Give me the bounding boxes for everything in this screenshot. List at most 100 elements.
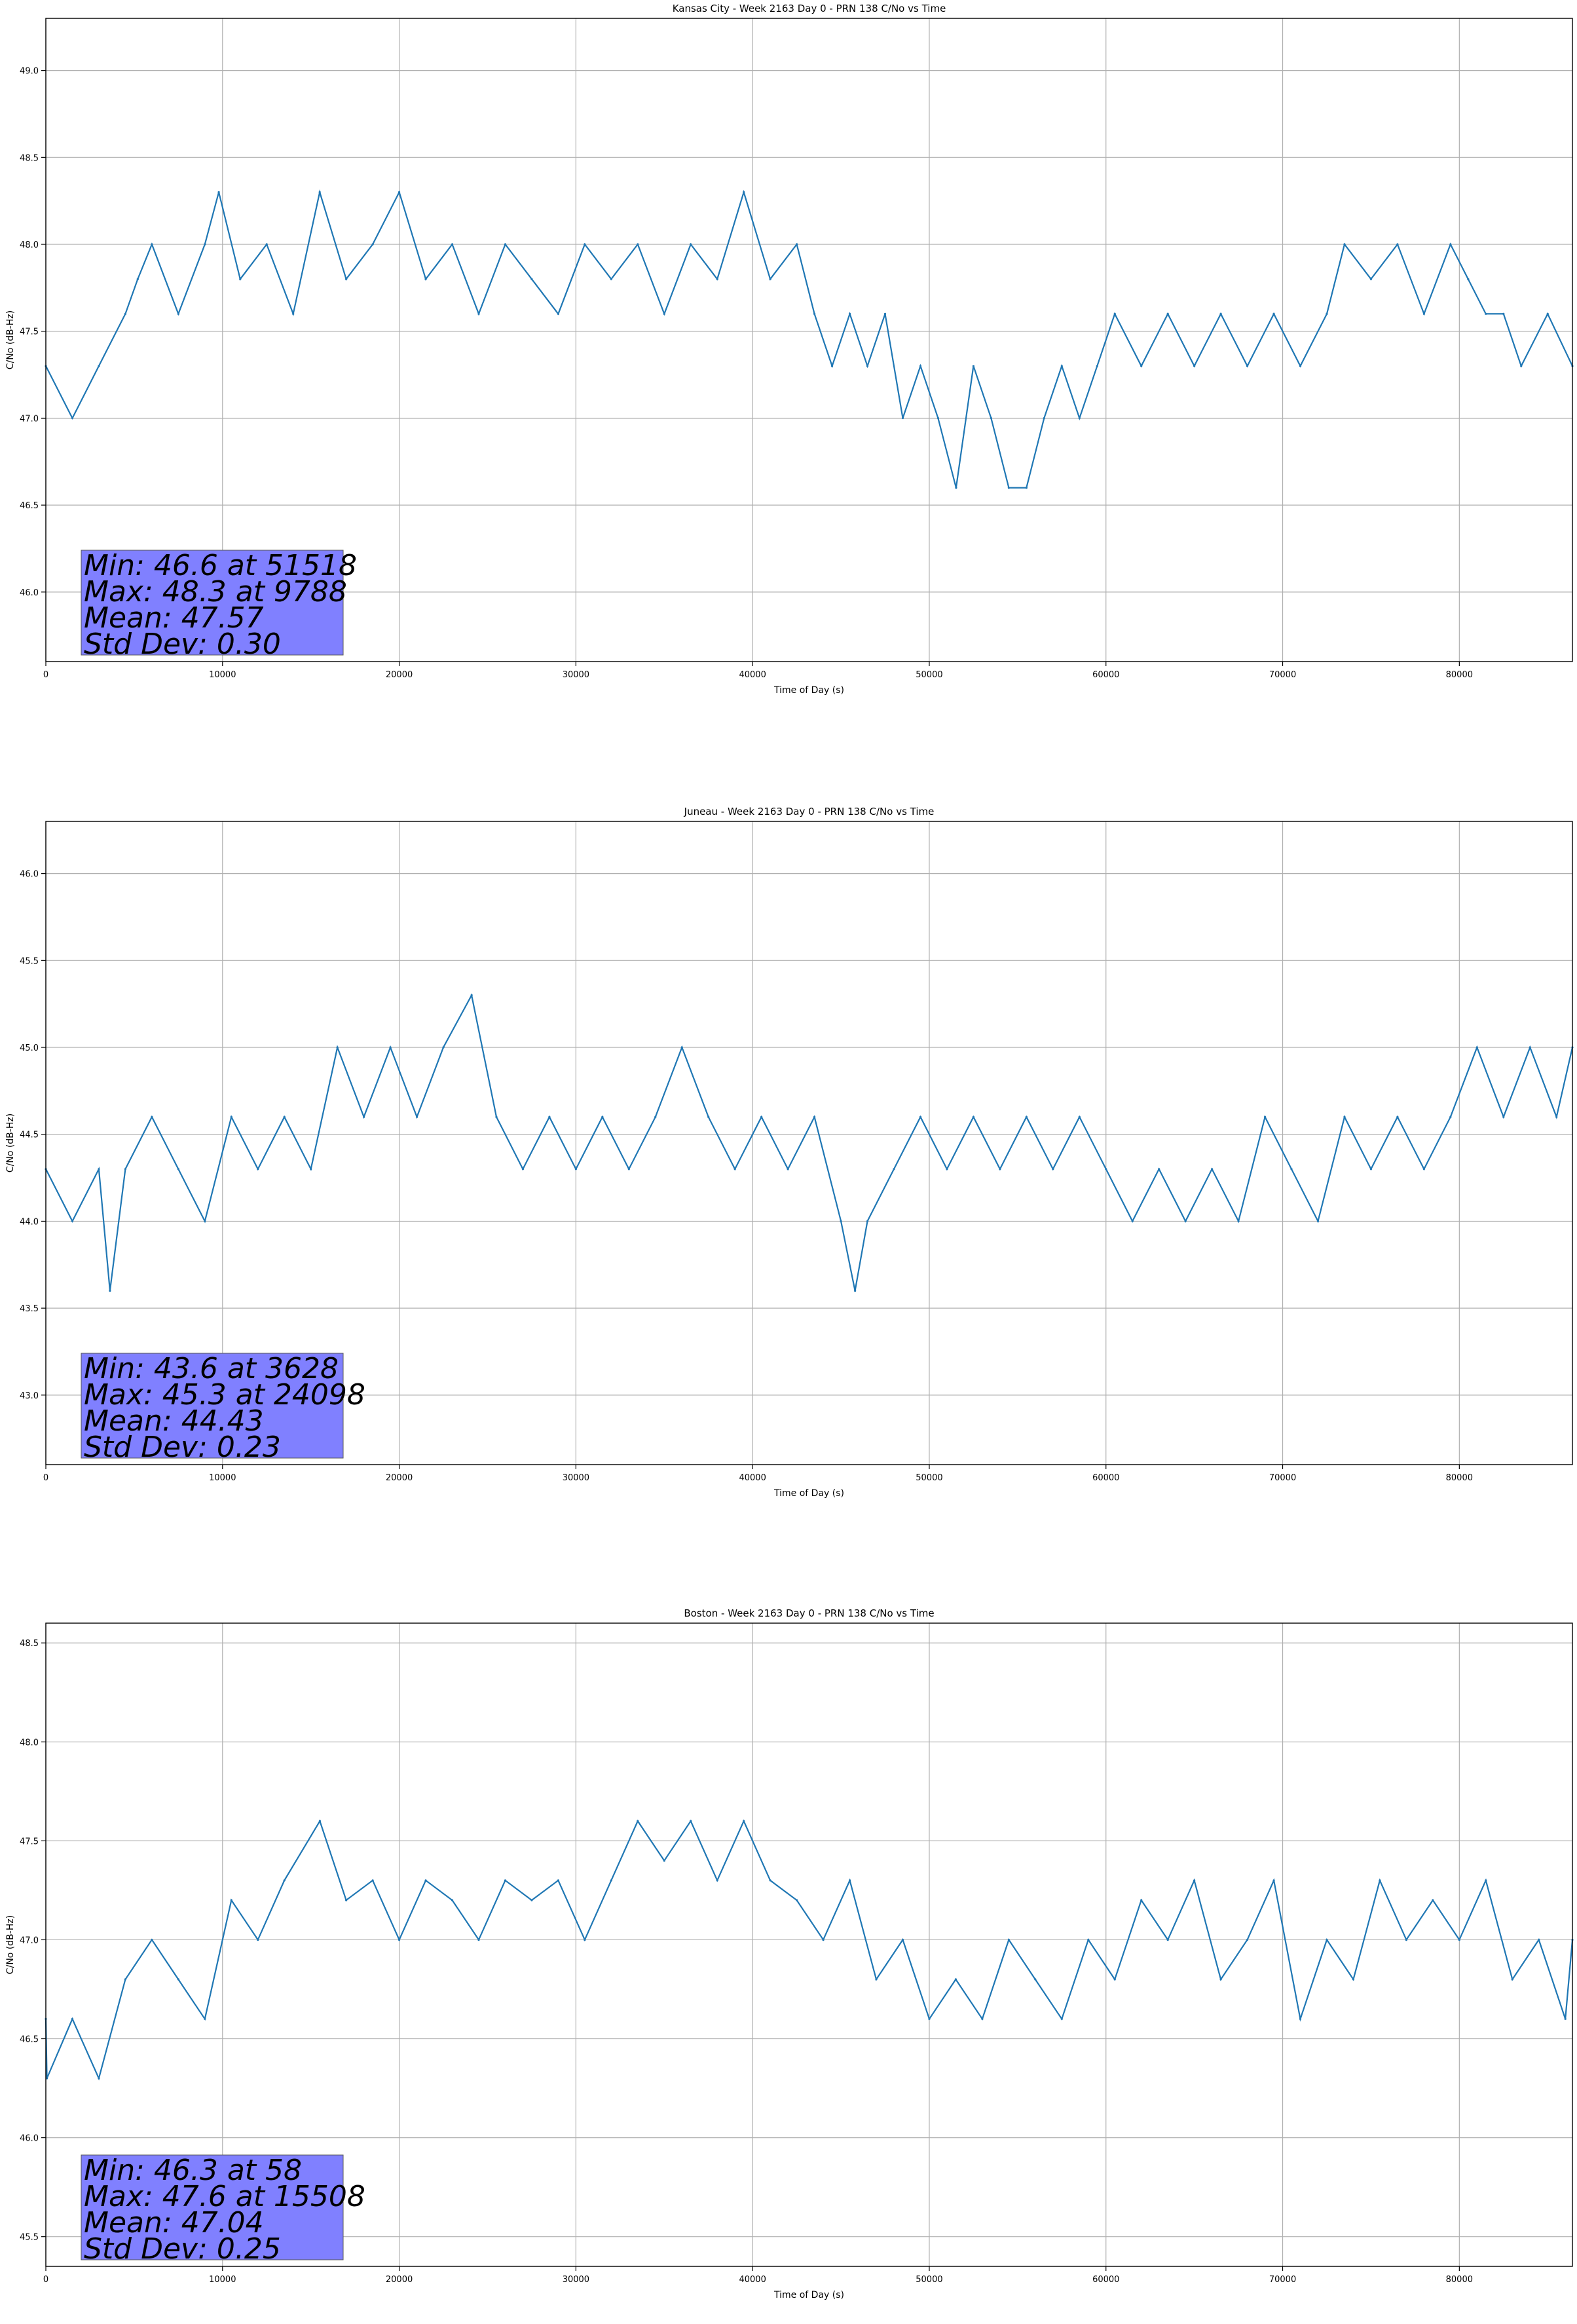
data-point: [71, 417, 74, 420]
data-point: [204, 1220, 206, 1223]
data-point: [204, 2017, 206, 2020]
data-point: [663, 312, 665, 315]
stats-box: [81, 550, 344, 656]
chart-title: Kansas City - Week 2163 Day 0 - PRN 138 …: [673, 3, 946, 14]
data-point: [230, 1899, 232, 1902]
y-tick-label: 45.5: [20, 956, 39, 966]
data-point: [1211, 1168, 1214, 1171]
x-tick-label: 10000: [209, 1473, 236, 1483]
data-point: [663, 1859, 665, 1862]
data-point: [470, 994, 473, 997]
data-point: [1246, 1938, 1249, 1941]
x-tick-label: 50000: [916, 1473, 942, 1483]
data-point: [477, 312, 480, 315]
data-point: [548, 1115, 551, 1118]
data-point: [230, 1115, 232, 1118]
data-point: [875, 1978, 878, 1981]
y-tick-label: 45.0: [20, 1043, 39, 1053]
data-point: [1219, 1978, 1222, 1981]
y-tick-label: 46.0: [20, 2134, 39, 2144]
axes-frame: [45, 18, 1573, 662]
data-point: [796, 1899, 798, 1902]
data-point: [1140, 1899, 1143, 1902]
data-point: [151, 243, 153, 246]
data-point: [1343, 243, 1346, 246]
stats-line: Std Dev: 0.30: [84, 628, 281, 661]
data-point: [1538, 1938, 1540, 1941]
data-point: [1237, 1220, 1240, 1223]
data-point: [813, 312, 816, 315]
data-point: [1369, 278, 1373, 280]
stats-line: Mean: 47.57: [84, 601, 264, 635]
x-axis-label: Time of Day (s): [773, 685, 844, 696]
x-tick-label: 60000: [1092, 670, 1119, 680]
data-point: [769, 1879, 771, 1882]
chart-title: Juneau - Week 2163 Day 0 - PRN 138 C/No …: [684, 806, 935, 817]
data-point: [477, 1938, 480, 1941]
data-point: [854, 1289, 857, 1292]
x-tick-label: 0: [43, 670, 48, 680]
x-tick-label: 20000: [386, 1473, 413, 1483]
data-point: [716, 278, 718, 280]
data-point: [257, 1168, 259, 1171]
x-tick-label: 30000: [563, 2275, 589, 2285]
data-point: [521, 1168, 525, 1171]
x-tick-label: 70000: [1269, 1473, 1296, 1483]
data-point: [584, 243, 586, 246]
data-point: [680, 1046, 683, 1049]
data-point: [866, 365, 869, 367]
stats-line: Min: 46.6 at 51518: [84, 549, 357, 582]
data-point: [136, 278, 139, 280]
data-point: [707, 1115, 710, 1118]
y-tick-label: 49.0: [20, 67, 39, 77]
y-tick-label: 46.5: [20, 2035, 39, 2045]
data-point: [1043, 417, 1045, 420]
data-point: [610, 1879, 612, 1882]
data-point: [345, 278, 348, 280]
data-point: [1326, 1938, 1328, 1941]
data-point: [883, 312, 887, 315]
data-point: [151, 1938, 153, 1941]
data-point: [98, 1168, 100, 1171]
data-point: [919, 365, 922, 367]
data-point: [584, 1938, 586, 1941]
y-tick-label: 47.5: [20, 1837, 39, 1846]
x-axis-label: Time of Day (s): [773, 2290, 844, 2300]
data-point: [310, 1168, 312, 1171]
data-point: [124, 1978, 127, 1981]
data-point: [1396, 1115, 1399, 1118]
data-point: [45, 2077, 48, 2080]
data-point: [1422, 312, 1425, 315]
data-point: [796, 243, 798, 246]
data-point: [1485, 312, 1487, 315]
stats-line: Std Dev: 0.25: [84, 2232, 281, 2266]
y-tick-label: 44.0: [20, 1217, 39, 1227]
data-point: [109, 1289, 111, 1292]
data-point: [893, 1168, 895, 1171]
data-point: [398, 1938, 401, 1941]
data-point: [345, 1899, 348, 1902]
x-tick-label: 40000: [739, 2275, 766, 2285]
data-point: [1025, 486, 1028, 489]
y-tick-label: 45.5: [20, 2233, 39, 2243]
data-point: [98, 2077, 100, 2080]
data-point: [389, 1046, 392, 1049]
x-tick-label: 80000: [1446, 670, 1473, 680]
data-point: [1379, 1879, 1381, 1882]
data-point: [1449, 1115, 1452, 1118]
data-point: [743, 1820, 745, 1822]
data-point: [1396, 243, 1399, 246]
x-tick-label: 80000: [1446, 1473, 1473, 1483]
chart-panel-2: 0 10000 20000 30000 40000 50000 60000 70000 8000…: [5, 1607, 1574, 2300]
data-point: [177, 312, 179, 315]
stats-line: Mean: 44.43: [84, 1404, 264, 1438]
y-tick-label: 46.0: [20, 870, 39, 880]
y-axis-label: C/No (dB-Hz): [5, 1915, 16, 1974]
y-axis-label: C/No (dB-Hz): [5, 1114, 16, 1172]
data-point: [955, 486, 957, 489]
data-point: [716, 1879, 718, 1882]
y-tick-label: 48.0: [20, 240, 39, 250]
data-point: [557, 1879, 559, 1882]
data-point: [283, 1115, 286, 1118]
x-tick-label: 80000: [1446, 2275, 1473, 2285]
